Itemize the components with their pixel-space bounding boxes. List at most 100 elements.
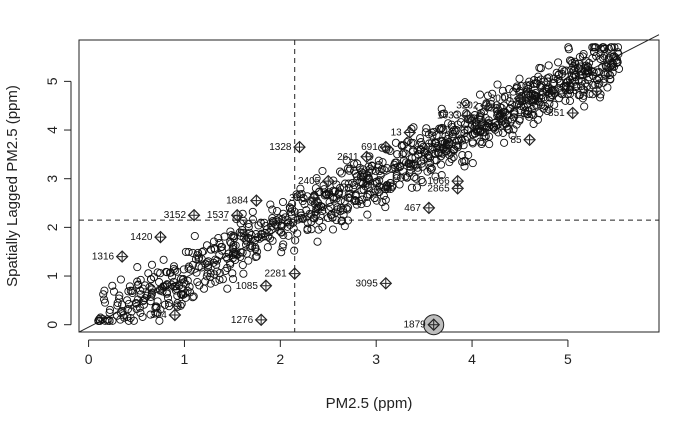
data-point xyxy=(248,215,257,224)
data-point xyxy=(275,226,284,235)
data-point xyxy=(320,188,329,197)
data-point xyxy=(253,247,262,256)
data-point xyxy=(265,234,274,243)
data-point xyxy=(374,156,383,165)
data-point xyxy=(313,237,322,246)
data-point xyxy=(292,190,301,199)
data-point xyxy=(285,203,294,212)
influential-point-label: 313 xyxy=(289,193,306,204)
y-tick-label: 5 xyxy=(44,77,60,85)
y-tick-label: 0 xyxy=(44,321,60,329)
data-point xyxy=(267,222,276,231)
data-point xyxy=(397,173,406,182)
data-point xyxy=(118,306,127,316)
data-point xyxy=(335,183,345,193)
data-point xyxy=(194,262,203,271)
influential-marker xyxy=(513,92,527,105)
influential-marker-cross xyxy=(481,101,491,111)
influential-marker-cross xyxy=(453,176,463,186)
data-point xyxy=(517,82,526,91)
data-point xyxy=(318,166,327,176)
influential-marker-cross xyxy=(189,210,199,220)
data-point xyxy=(202,241,212,250)
data-point xyxy=(333,203,342,212)
x-tick-label: 2 xyxy=(276,351,284,367)
data-point xyxy=(312,174,321,183)
data-point xyxy=(537,100,546,109)
data-point xyxy=(483,123,492,132)
data-point xyxy=(603,83,612,92)
data-point xyxy=(501,108,510,117)
data-point xyxy=(184,247,193,257)
data-point xyxy=(438,110,447,119)
influential-point-label: 2865 xyxy=(427,183,450,194)
data-point xyxy=(558,69,567,78)
data-point xyxy=(468,139,477,148)
data-point xyxy=(179,290,188,299)
data-point xyxy=(290,246,299,255)
influential-marker xyxy=(360,150,373,164)
influential-marker-cross xyxy=(155,232,165,242)
data-point xyxy=(242,237,251,246)
data-point xyxy=(212,256,222,265)
data-point xyxy=(318,206,327,216)
data-point xyxy=(409,123,418,132)
data-point xyxy=(312,204,321,213)
data-point xyxy=(123,312,132,321)
data-point xyxy=(206,269,215,278)
data-point xyxy=(315,216,324,225)
data-point xyxy=(596,54,605,63)
influential-marker-cross xyxy=(429,320,439,330)
data-point xyxy=(554,71,563,80)
data-point xyxy=(326,210,335,220)
data-point xyxy=(335,167,345,176)
data-point xyxy=(449,145,458,154)
data-point xyxy=(526,80,535,89)
data-point xyxy=(105,305,115,314)
data-point xyxy=(423,150,433,159)
influential-point-label: 1884 xyxy=(226,196,249,207)
data-point xyxy=(190,231,199,241)
data-point xyxy=(352,176,361,185)
influential-point-label: 2405 xyxy=(298,176,321,187)
data-point xyxy=(193,251,202,260)
data-point xyxy=(206,245,216,254)
data-point xyxy=(407,183,416,192)
data-point xyxy=(167,272,176,281)
influential-point-label: 3202 xyxy=(456,101,479,112)
influential-point-label: 2611 xyxy=(337,152,359,163)
influential-marker-cross xyxy=(515,93,525,103)
data-point xyxy=(595,74,604,83)
data-point xyxy=(178,284,187,293)
data-point xyxy=(588,43,597,52)
influential-marker xyxy=(379,140,393,154)
data-point xyxy=(235,228,244,237)
influential-marker-cross xyxy=(117,252,127,262)
data-point xyxy=(344,183,353,192)
data-point xyxy=(472,121,481,130)
data-point xyxy=(209,237,219,246)
data-point xyxy=(417,159,426,168)
data-point xyxy=(574,91,583,100)
data-point xyxy=(211,255,220,264)
influential-marker xyxy=(250,194,263,207)
data-point xyxy=(600,45,609,54)
x-axis: 0 1 2 3 4 5 xyxy=(85,339,572,367)
influential-marker-cross xyxy=(251,196,261,206)
data-point xyxy=(535,63,544,72)
data-point xyxy=(412,174,421,183)
data-point xyxy=(462,99,471,108)
data-point xyxy=(596,44,605,53)
influential-point-label: 304 xyxy=(150,310,167,321)
data-point xyxy=(518,96,527,106)
data-point xyxy=(353,159,362,168)
data-point xyxy=(426,163,435,172)
data-point xyxy=(493,80,502,89)
data-point xyxy=(494,128,503,137)
data-point xyxy=(159,282,168,291)
data-point xyxy=(126,313,135,323)
data-point xyxy=(284,231,293,240)
data-point xyxy=(543,74,552,83)
data-point xyxy=(481,132,490,141)
